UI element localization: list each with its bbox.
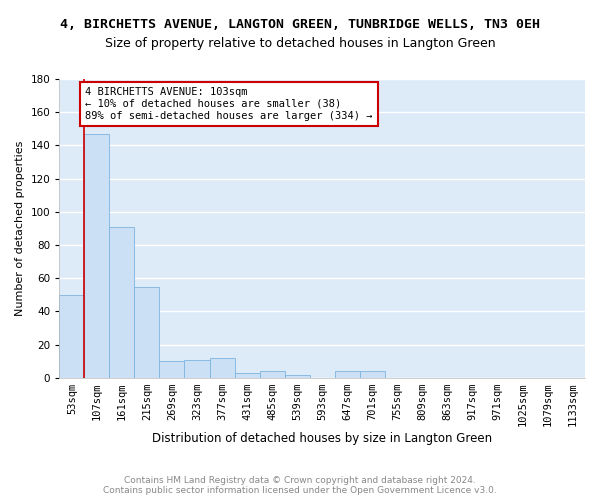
- Bar: [335, 371, 360, 378]
- Bar: [59, 295, 85, 378]
- Bar: [134, 286, 160, 378]
- Bar: [360, 371, 385, 378]
- Bar: [260, 371, 284, 378]
- Bar: [85, 134, 109, 378]
- Bar: [184, 360, 209, 378]
- Text: 4 BIRCHETTS AVENUE: 103sqm
← 10% of detached houses are smaller (38)
89% of semi: 4 BIRCHETTS AVENUE: 103sqm ← 10% of deta…: [85, 88, 373, 120]
- Bar: [284, 374, 310, 378]
- Bar: [209, 358, 235, 378]
- Bar: [160, 361, 184, 378]
- Y-axis label: Number of detached properties: Number of detached properties: [15, 140, 25, 316]
- Text: Size of property relative to detached houses in Langton Green: Size of property relative to detached ho…: [104, 38, 496, 51]
- Bar: [235, 373, 260, 378]
- Text: 4, BIRCHETTS AVENUE, LANGTON GREEN, TUNBRIDGE WELLS, TN3 0EH: 4, BIRCHETTS AVENUE, LANGTON GREEN, TUNB…: [60, 18, 540, 30]
- Text: Contains HM Land Registry data © Crown copyright and database right 2024.
Contai: Contains HM Land Registry data © Crown c…: [103, 476, 497, 495]
- Bar: [109, 227, 134, 378]
- X-axis label: Distribution of detached houses by size in Langton Green: Distribution of detached houses by size …: [152, 432, 492, 445]
